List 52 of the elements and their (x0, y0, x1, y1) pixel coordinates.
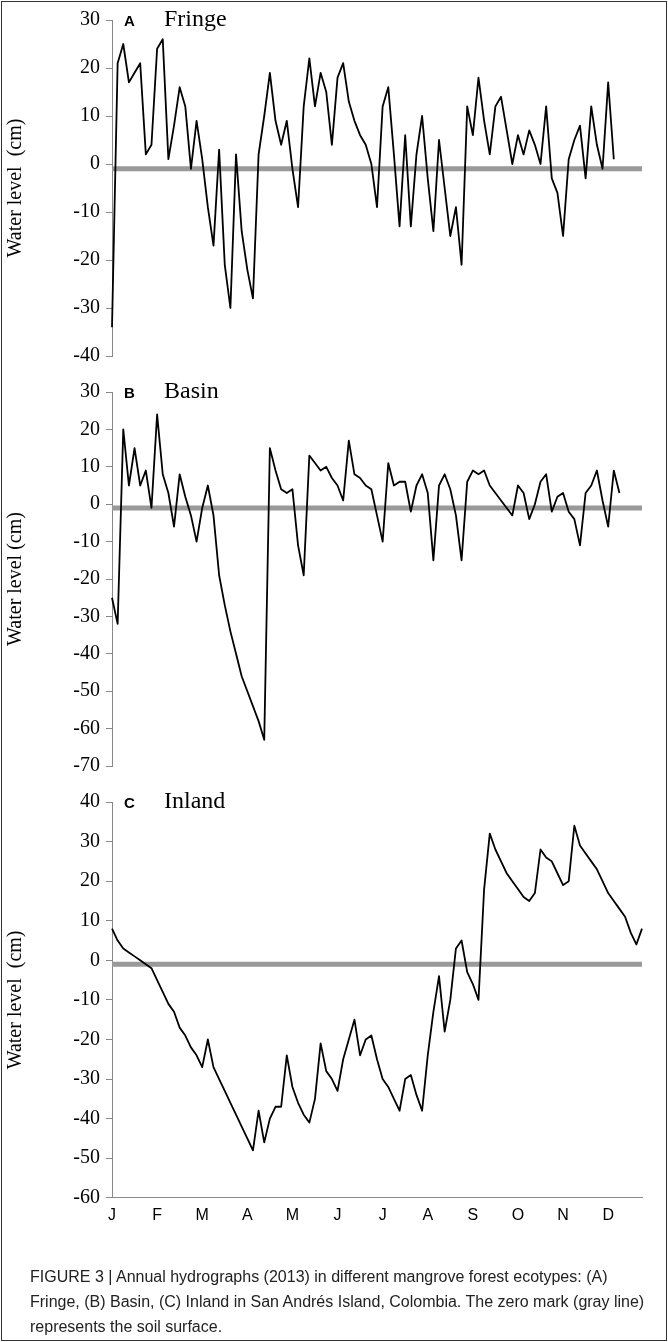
y-tick-label: 20 (80, 55, 100, 78)
y-tick-label: 0 (90, 151, 100, 174)
x-tick-label: S (467, 1205, 479, 1223)
annotation: C (124, 794, 135, 812)
x-tick-label: N (557, 1205, 569, 1223)
x-tick-label: M (195, 1205, 209, 1223)
x-tick-label: A (422, 1205, 434, 1223)
annotation: B (124, 384, 135, 402)
y-tick-label: 0 (90, 491, 100, 514)
y-tick-label: -30 (73, 295, 100, 318)
y-tick-label: -30 (73, 603, 100, 626)
y-tick-label: -20 (73, 1026, 100, 1049)
x-tick-label: J (333, 1205, 342, 1223)
y-tick-label: -60 (73, 1185, 100, 1208)
chart-title: Fringe (164, 5, 227, 32)
y-tick-label: 40 (80, 789, 100, 812)
y-tick-label: -40 (73, 1105, 100, 1128)
y-tick-label: -20 (73, 247, 100, 270)
caption: FIGURE 3 | Annual hydrographs (2013) in different mangrove forest ecotypes: (A) Fringe, (B) Basin, (C) Inland in San Andrés Island, Colombia. The zero mark (gray line) represents the soil surface. (30, 1267, 646, 1337)
y-tick-label: 30 (80, 7, 100, 30)
y-tick-label: -10 (73, 987, 100, 1010)
x-tick-label: O (511, 1205, 525, 1223)
y-tick-label: 10 (80, 907, 100, 930)
y-tick-label: 10 (80, 103, 100, 126)
y-tick-label: 20 (80, 416, 100, 439)
y-axis-title: Water level (cm) (3, 512, 27, 646)
y-axis-title: Water level (cm) (3, 118, 27, 258)
x-tick-label: J (108, 1205, 116, 1223)
y-tick-label: -20 (73, 566, 100, 589)
y-tick-label: -50 (73, 1145, 100, 1168)
y-tick-label: -40 (73, 343, 100, 366)
y-tick-label: 30 (80, 828, 100, 851)
y-tick-label: -70 (73, 753, 100, 776)
chart-title: Basin (164, 377, 219, 404)
y-tick-label: -40 (73, 641, 100, 664)
y-tick-label: -50 (73, 678, 100, 701)
y-tick-label: -30 (73, 1066, 100, 1089)
x-tick-label: J (378, 1205, 387, 1223)
chart-title: Inland (164, 787, 226, 814)
x-tick-label: M (285, 1205, 300, 1223)
annotation: A (124, 12, 135, 30)
y-tick-label: 10 (80, 454, 100, 477)
y-axis-title: Water level (cm) (3, 930, 27, 1070)
y-tick-label: 20 (80, 868, 100, 891)
y-tick-label: 30 (80, 379, 100, 402)
y-tick-label: 0 (90, 947, 100, 970)
x-tick-label: F (152, 1205, 163, 1223)
x-tick-label: D (602, 1205, 614, 1223)
y-tick-label: -10 (73, 528, 100, 551)
y-tick-label: -60 (73, 715, 100, 738)
y-tick-label: -10 (73, 199, 100, 222)
x-tick-label: A (241, 1205, 253, 1223)
